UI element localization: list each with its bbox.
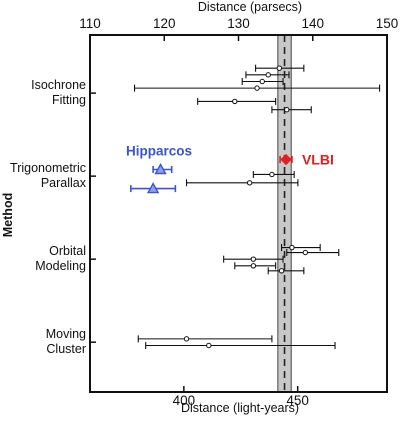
data-point bbox=[278, 268, 285, 274]
data-point bbox=[302, 249, 309, 256]
hipparcos-label: Hipparcos bbox=[126, 143, 192, 158]
vlbi-point bbox=[280, 153, 292, 166]
data-point bbox=[259, 78, 265, 85]
top-tick-label: 110 bbox=[79, 16, 101, 31]
data-point bbox=[284, 107, 290, 113]
data-point bbox=[206, 342, 212, 349]
y-category-label: Moving Cluster bbox=[46, 327, 86, 356]
y-category-label: Orbital Modeling bbox=[35, 244, 86, 273]
axis-ticks-layer: 110 120 130 140 150 400 450 Isochrone Fitting Tri… bbox=[10, 16, 398, 408]
y-axis-title: Method bbox=[1, 193, 15, 237]
hipparcos-point bbox=[146, 182, 160, 194]
data-point bbox=[276, 65, 283, 71]
top-axis-title: Distance (parsecs) bbox=[198, 0, 302, 14]
top-tick-label: 140 bbox=[301, 16, 324, 31]
bottom-tick-label: 400 bbox=[173, 393, 196, 408]
bottom-axis-title: Distance (light-years) bbox=[181, 401, 299, 415]
top-tick-label: 120 bbox=[153, 16, 176, 31]
data-point bbox=[265, 72, 271, 78]
top-tick-label: 150 bbox=[376, 16, 399, 31]
vlbi-label: VLBI bbox=[302, 152, 334, 168]
data-point bbox=[183, 336, 190, 342]
data-point bbox=[289, 244, 295, 251]
data-point bbox=[250, 256, 257, 262]
hipparcos-point bbox=[154, 163, 167, 175]
data-point bbox=[269, 171, 275, 178]
data-point bbox=[254, 85, 260, 91]
data-point bbox=[232, 98, 238, 105]
y-category-label: Trigonometric Parallax bbox=[10, 161, 87, 190]
top-tick-label: 130 bbox=[227, 16, 250, 31]
data-layer: Hipparcos VLBI bbox=[126, 64, 381, 350]
data-point bbox=[250, 263, 257, 269]
y-category-label: Isochrone Fitting bbox=[31, 78, 86, 107]
data-point bbox=[246, 180, 253, 186]
bottom-tick-label: 450 bbox=[286, 393, 309, 408]
